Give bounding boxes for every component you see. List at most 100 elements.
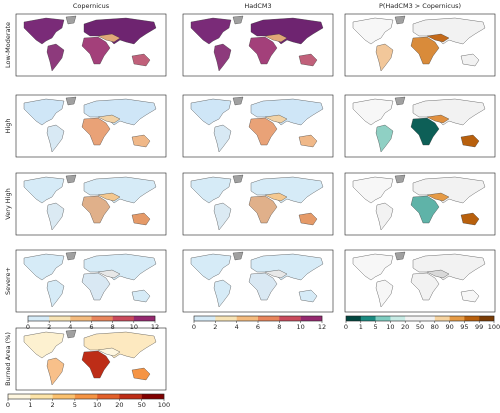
column-title: P(HadCM3 > Copernicus) (379, 2, 461, 10)
colorbar-frame (7, 393, 165, 400)
panel-frame (344, 249, 496, 313)
colorbar-segment (91, 316, 113, 321)
column-title: Copernicus (73, 2, 110, 10)
row-label: Very High (4, 188, 12, 219)
panel-frame (182, 13, 334, 77)
colorbar-tick-label: 0 (192, 323, 196, 331)
colorbar-tick-label: 20 (401, 323, 409, 331)
map-panel (352, 96, 486, 153)
colorbar-tick-label: 8 (111, 323, 115, 331)
colorbar-tick-label: 10 (93, 401, 101, 409)
colorbar-tick-label: 0 (344, 323, 348, 331)
row-label: Burned Area (%) (4, 332, 12, 386)
colorbar-tick-label: 4 (68, 323, 72, 331)
colorbar-segment (479, 316, 495, 321)
map-panel (23, 15, 157, 72)
map-panel (23, 96, 157, 153)
colorbar-tick-label: 0 (6, 401, 10, 409)
colorbar-tick-label: 0 (26, 323, 30, 331)
panel-frame (15, 94, 167, 158)
colorbar-tick-label: 2 (51, 401, 55, 409)
colorbar-segment (405, 316, 421, 321)
row-label: High (4, 119, 12, 134)
colorbar-tick-label: 5 (374, 323, 378, 331)
colorbar-tick-label: 4 (235, 323, 239, 331)
colorbar-segment (375, 316, 391, 321)
colorbar-tick-label: 6 (256, 323, 260, 331)
panel-frame (15, 172, 167, 236)
colorbar-segment (300, 316, 323, 321)
colorbar-segment (52, 394, 76, 399)
colorbar-segment (74, 394, 98, 399)
colorbar-segment (464, 316, 480, 321)
colorbar-tick-label: 2 (213, 323, 217, 331)
colorbar-segment (360, 316, 376, 321)
colorbar-segment (346, 316, 361, 321)
colorbar-tick-label: 50 (138, 401, 146, 409)
panel-frame (182, 172, 334, 236)
colorbar-tick-label: 100 (488, 323, 500, 331)
colorbar-tick-label: 80 (431, 323, 439, 331)
colorbar-segment (420, 316, 435, 321)
colorbar-segment (434, 316, 450, 321)
colorbar-segment (97, 394, 120, 399)
map-panel (190, 15, 324, 72)
panel-frame (15, 327, 167, 391)
map-panel (23, 329, 157, 386)
colorbar-segment (390, 316, 406, 321)
colorbar-segment (49, 316, 71, 321)
colorbar-tick-label: 1 (359, 323, 363, 331)
colorbar-segment (119, 394, 142, 399)
row-label: Low-Moderate (4, 22, 12, 68)
colorbar-tick-label: 8 (277, 323, 281, 331)
colorbar-tick-label: 10 (297, 323, 305, 331)
colorbar-segment (112, 316, 135, 321)
row-label: Severe+ (4, 267, 12, 295)
map-panel (190, 96, 324, 153)
colorbar-tick-label: 100 (158, 401, 170, 409)
colorbar-tick-label: 99 (475, 323, 483, 331)
panel-frame (15, 249, 167, 313)
colorbar-tick-label: 6 (89, 323, 93, 331)
map-panel (352, 251, 486, 308)
map-panel (23, 174, 157, 231)
colorbar-segment (449, 316, 465, 321)
colorbar-segment (8, 394, 31, 399)
colorbar-tick-label: 1 (28, 401, 32, 409)
colorbar-segment (28, 316, 50, 321)
panel-frame (344, 13, 496, 77)
map-panel (352, 174, 486, 231)
colorbar-tick-label: 10 (386, 323, 394, 331)
colorbar-segment (133, 316, 156, 321)
colorbar-tick-label: 12 (318, 323, 326, 331)
map-panel (190, 251, 324, 308)
map-panel (190, 174, 324, 231)
colorbar-tick-label: 5 (73, 401, 77, 409)
colorbar-tick-label: 10 (130, 323, 138, 331)
colorbar-tick-label: 90 (445, 323, 453, 331)
panel-frame (182, 94, 334, 158)
colorbar-tick-label: 50 (416, 323, 424, 331)
colorbar-tick-label: 2 (47, 323, 51, 331)
colorbar-segment (236, 316, 259, 321)
map-panel (352, 15, 486, 72)
colorbar-segment (258, 316, 280, 321)
colorbar-segment (194, 316, 216, 321)
colorbar-segment (30, 394, 53, 399)
column-title: HadCM3 (244, 2, 271, 10)
panel-frame (15, 13, 167, 77)
panel-frame (344, 94, 496, 158)
colorbar-tick-label: 95 (460, 323, 468, 331)
colorbar-segment (215, 316, 237, 321)
colorbar-segment (141, 394, 165, 399)
colorbar-segment (70, 316, 92, 321)
panel-frame (344, 172, 496, 236)
colorbar-segment (279, 316, 301, 321)
colorbar-tick-label: 20 (115, 401, 123, 409)
colorbar-tick-label: 12 (151, 323, 159, 331)
map-panel (23, 251, 157, 308)
panel-frame (182, 249, 334, 313)
